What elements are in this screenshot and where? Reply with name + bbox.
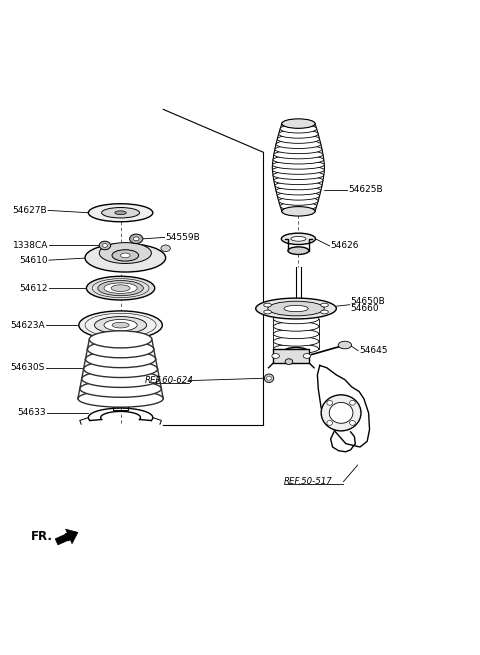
Polygon shape — [55, 529, 78, 545]
Ellipse shape — [120, 253, 130, 258]
Ellipse shape — [273, 344, 319, 354]
Text: REF.50-517: REF.50-517 — [284, 477, 333, 486]
Text: 54630S: 54630S — [11, 364, 45, 372]
Ellipse shape — [115, 211, 126, 215]
Ellipse shape — [274, 176, 323, 185]
Ellipse shape — [80, 380, 161, 398]
Ellipse shape — [112, 250, 139, 261]
Text: 54660: 54660 — [350, 304, 379, 313]
Ellipse shape — [266, 377, 271, 380]
Ellipse shape — [272, 354, 279, 358]
Ellipse shape — [103, 244, 108, 248]
Text: REF.60-624: REF.60-624 — [144, 376, 193, 385]
Ellipse shape — [112, 322, 129, 328]
Ellipse shape — [99, 241, 110, 250]
Ellipse shape — [279, 130, 318, 138]
Ellipse shape — [264, 303, 271, 307]
Ellipse shape — [280, 124, 317, 133]
Ellipse shape — [104, 320, 137, 331]
Ellipse shape — [275, 181, 322, 190]
Ellipse shape — [285, 359, 293, 364]
Ellipse shape — [273, 155, 324, 164]
Ellipse shape — [291, 236, 306, 241]
Text: 54650B: 54650B — [350, 297, 385, 306]
Ellipse shape — [273, 160, 324, 169]
Ellipse shape — [264, 374, 274, 383]
Ellipse shape — [275, 145, 322, 154]
Ellipse shape — [104, 283, 137, 293]
Text: 54627B: 54627B — [12, 206, 47, 215]
Text: 54610: 54610 — [19, 255, 48, 265]
Text: 1338CA: 1338CA — [12, 241, 48, 250]
Ellipse shape — [277, 191, 320, 200]
Ellipse shape — [282, 206, 315, 216]
Ellipse shape — [329, 402, 353, 423]
Ellipse shape — [268, 301, 324, 316]
Text: 54626: 54626 — [331, 242, 359, 250]
Ellipse shape — [288, 247, 309, 255]
Ellipse shape — [338, 341, 351, 349]
Ellipse shape — [327, 400, 333, 405]
Ellipse shape — [133, 237, 139, 241]
Ellipse shape — [282, 119, 315, 128]
Ellipse shape — [88, 204, 153, 222]
Ellipse shape — [284, 347, 308, 355]
Ellipse shape — [86, 276, 155, 300]
Ellipse shape — [276, 140, 321, 149]
Text: 54625B: 54625B — [348, 185, 383, 195]
Ellipse shape — [95, 316, 147, 333]
Ellipse shape — [273, 314, 319, 324]
Ellipse shape — [161, 245, 170, 252]
Ellipse shape — [256, 298, 336, 319]
Text: 54559B: 54559B — [166, 233, 200, 242]
Ellipse shape — [84, 360, 157, 377]
Ellipse shape — [89, 331, 152, 348]
Text: 54645: 54645 — [359, 346, 388, 355]
Ellipse shape — [273, 171, 324, 179]
Ellipse shape — [85, 244, 166, 272]
Ellipse shape — [303, 354, 311, 358]
Ellipse shape — [276, 187, 321, 195]
Ellipse shape — [273, 166, 324, 174]
Text: 54633: 54633 — [17, 408, 46, 417]
Ellipse shape — [280, 202, 317, 210]
Ellipse shape — [87, 341, 154, 358]
Ellipse shape — [327, 421, 333, 425]
Ellipse shape — [277, 135, 320, 143]
Ellipse shape — [98, 280, 144, 295]
Ellipse shape — [273, 322, 319, 331]
Text: 54623A: 54623A — [10, 321, 45, 329]
Ellipse shape — [111, 285, 130, 291]
Ellipse shape — [281, 233, 315, 244]
Ellipse shape — [274, 150, 323, 159]
Ellipse shape — [79, 311, 162, 339]
Bar — [273, 349, 309, 363]
Ellipse shape — [130, 234, 143, 244]
Ellipse shape — [273, 337, 319, 346]
Ellipse shape — [264, 310, 271, 314]
Ellipse shape — [279, 196, 318, 205]
Ellipse shape — [349, 400, 355, 405]
Ellipse shape — [321, 310, 328, 314]
Ellipse shape — [321, 303, 328, 307]
Ellipse shape — [282, 119, 315, 128]
Ellipse shape — [82, 370, 159, 387]
Ellipse shape — [284, 305, 308, 312]
Text: 54612: 54612 — [20, 284, 48, 293]
Ellipse shape — [273, 329, 319, 339]
Ellipse shape — [321, 395, 361, 431]
Ellipse shape — [85, 350, 156, 367]
Ellipse shape — [102, 208, 140, 218]
Ellipse shape — [78, 390, 163, 407]
Ellipse shape — [349, 421, 355, 425]
Text: FR.: FR. — [30, 530, 52, 542]
Ellipse shape — [99, 242, 151, 263]
Ellipse shape — [282, 207, 315, 215]
